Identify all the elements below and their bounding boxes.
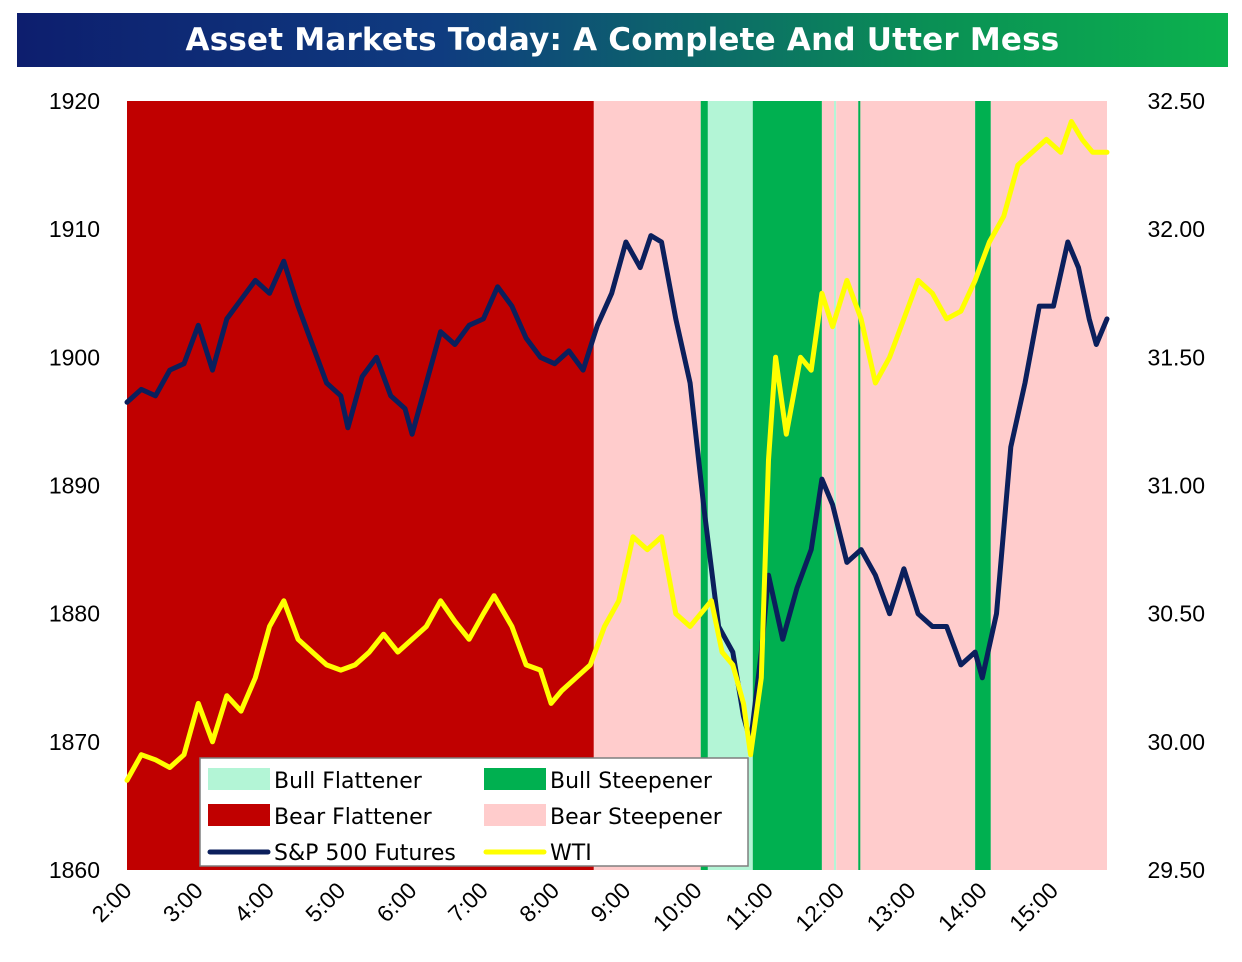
regime-band-bull-steepener	[700, 101, 708, 870]
legend-bear-steepener-swatch	[484, 804, 546, 826]
regime-bands	[127, 101, 1107, 870]
x-axis-tick-label: 8:00	[514, 877, 564, 927]
right-axis: 29.50 30.00 30.50 31.00 31.50 32.00 32.50	[1147, 88, 1205, 883]
sp500-line	[124, 233, 1110, 745]
legend-box	[199, 757, 749, 867]
right-axis-tick-label: 30.00	[1147, 729, 1205, 755]
x-axis: 2:00 3:00 4:00 5:00 6:00 7:00 8:00 9:00 10:00 11:…	[86, 877, 1063, 936]
x-axis-tick-label: 2:00	[86, 877, 136, 927]
left-axis: 1860 1870 1880 1890 1900 1910 1920	[49, 88, 100, 883]
x-axis-tick-label: 6:00	[372, 877, 422, 927]
x-axis-tick-label: 15:00	[1004, 877, 1063, 936]
x-axis-tick-label: 3:00	[158, 877, 208, 927]
left-axis-tick-label: 1910	[49, 216, 100, 242]
regime-band-bear-steepener	[836, 101, 859, 870]
regime-band-bear-steepener	[821, 101, 835, 870]
legend-bear-flattener-swatch	[208, 804, 270, 826]
regime-band-bull-steepener	[975, 101, 991, 870]
regime-band-bear-steepener	[593, 101, 701, 870]
x-axis-tick-label: 9:00	[585, 877, 635, 927]
regime-band-bull-steepener	[752, 101, 822, 870]
chart-title-banner: Asset Markets Today: A Complete And Utte…	[17, 13, 1228, 67]
legend-wti-label: WTI	[550, 841, 592, 866]
series-lines	[124, 119, 1110, 783]
left-axis-tick-label: 1860	[49, 857, 100, 883]
x-axis-tick-label: 12:00	[790, 877, 849, 936]
legend-bear-flattener-label: Bear Flattener	[274, 805, 433, 830]
x-axis-tick-label: 7:00	[443, 877, 493, 927]
right-axis-tick-label: 31.00	[1147, 473, 1205, 499]
legend-s-p-500-futures-label: S&P 500 Futures	[274, 841, 456, 866]
left-axis-tick-label: 1880	[49, 601, 100, 627]
regime-band-bear-flattener	[127, 101, 594, 870]
legend: Bull Flattener Bull Steepener Bear Flatten…	[199, 757, 749, 867]
left-axis-tick-label: 1900	[49, 344, 100, 370]
regime-band-bull-steepener	[858, 101, 861, 870]
regime-band-bear-steepener	[990, 101, 1107, 870]
left-axis-tick-label: 1920	[49, 88, 100, 114]
x-axis-tick-label: 4:00	[229, 877, 279, 927]
left-axis-tick-label: 1870	[49, 729, 100, 755]
legend-bull-steepener-swatch	[484, 768, 546, 790]
x-axis-tick-label: 5:00	[300, 877, 350, 927]
x-axis-tick-label: 13:00	[861, 877, 920, 936]
regime-band-bull-flattener	[834, 101, 837, 870]
x-axis-tick-label: 14:00	[933, 877, 992, 936]
regime-band-bull-flattener	[707, 101, 753, 870]
right-axis-tick-label: 29.50	[1147, 857, 1205, 883]
x-axis-tick-label: 10:00	[648, 877, 707, 936]
legend-bear-steepener-label: Bear Steepener	[550, 805, 723, 830]
right-axis-tick-label: 30.50	[1147, 601, 1205, 627]
legend-bull-steepener-label: Bull Steepener	[550, 769, 713, 794]
legend-bull-flattener-label: Bull Flattener	[274, 769, 423, 794]
legend-bull-flattener-swatch	[208, 768, 270, 790]
right-axis-tick-label: 31.50	[1147, 344, 1205, 370]
regime-band-bear-steepener	[860, 101, 976, 870]
left-axis-tick-label: 1890	[49, 473, 100, 499]
chart-title: Asset Markets Today: A Complete And Utte…	[185, 22, 1060, 58]
x-axis-tick-label: 11:00	[720, 877, 778, 935]
right-axis-tick-label: 32.00	[1147, 216, 1205, 242]
wti-line	[124, 119, 1110, 783]
right-axis-tick-label: 32.50	[1147, 88, 1205, 114]
